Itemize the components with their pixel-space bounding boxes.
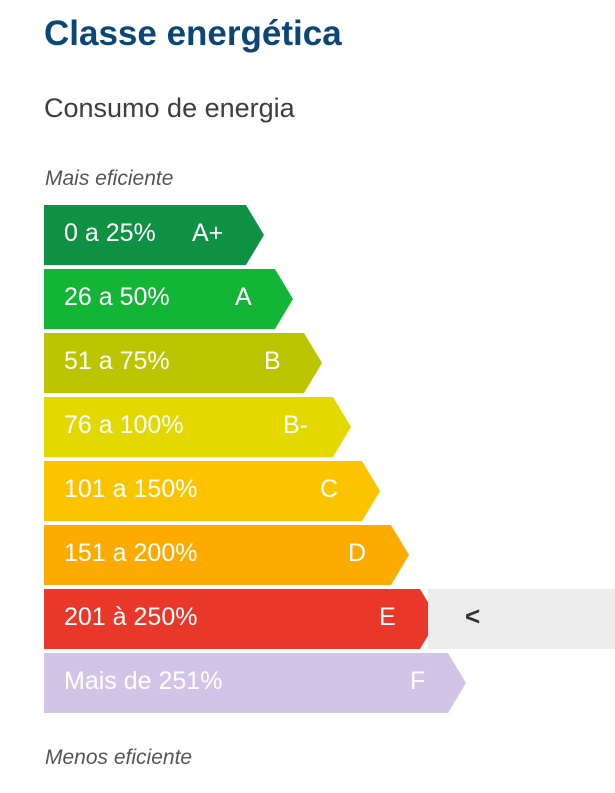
rating-grade: F: [410, 667, 426, 695]
rating-grade: D: [348, 539, 367, 567]
page-subtitle: Consumo de energia: [44, 93, 295, 123]
rating-range: Mais de 251%: [64, 667, 223, 695]
rating-row-c: 101 a 150% C: [44, 461, 615, 521]
rating-grade: A+: [192, 219, 224, 247]
rating-grade: B-: [283, 411, 308, 439]
page-title: Classe energética: [44, 14, 342, 53]
least-efficient-caption: Menos eficiente: [45, 746, 193, 769]
rating-bar: 76 a 100% B-: [44, 397, 351, 457]
current-class-marker: <: [428, 589, 615, 649]
rating-row-a-plus: 0 a 25% A+: [44, 205, 615, 265]
most-efficient-caption: Mais eficiente: [45, 167, 174, 190]
rating-range: 151 a 200%: [64, 539, 198, 567]
rating-row-f: Mais de 251% F: [44, 653, 615, 713]
rating-bar: 0 a 25% A+: [44, 205, 264, 265]
rating-bar: 151 a 200% D: [44, 525, 409, 585]
rating-bar: Mais de 251% F: [44, 653, 466, 713]
rating-range: 201 à 250%: [64, 603, 198, 631]
rating-range: 76 a 100%: [64, 411, 184, 439]
rating-bar: 201 à 250% E: [44, 589, 438, 649]
rating-grade: C: [320, 475, 339, 503]
rating-bar: 26 a 50% A: [44, 269, 293, 329]
rating-range: 26 a 50%: [64, 283, 170, 311]
rating-grade: B: [264, 347, 281, 375]
rating-row-d: 151 a 200% D: [44, 525, 615, 585]
rating-range: 51 a 75%: [64, 347, 170, 375]
rating-row-b: 51 a 75% B: [44, 333, 615, 393]
rating-grade: A: [235, 283, 252, 311]
rating-grade: E: [379, 603, 396, 631]
rating-bar: 101 a 150% C: [44, 461, 380, 521]
rating-row-b-minus: 76 a 100% B-: [44, 397, 615, 457]
current-class-arrow-icon: <: [465, 601, 481, 631]
energy-rating-scale: 0 a 25% A+ 26 a 50% A 51 a 75% B 76 a 10…: [44, 205, 615, 717]
rating-range: 101 a 150%: [64, 475, 198, 503]
rating-range: 0 a 25%: [64, 219, 156, 247]
rating-row-e: 201 à 250% E <: [44, 589, 615, 649]
rating-row-a: 26 a 50% A: [44, 269, 615, 329]
rating-bar: 51 a 75% B: [44, 333, 322, 393]
